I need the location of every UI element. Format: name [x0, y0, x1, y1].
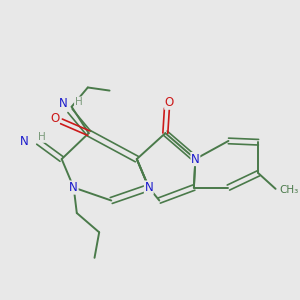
- Text: N: N: [58, 97, 67, 110]
- Text: N: N: [20, 136, 29, 148]
- Text: N: N: [191, 153, 200, 166]
- Text: H: H: [75, 97, 82, 107]
- Text: H: H: [38, 132, 45, 142]
- Text: CH₃: CH₃: [279, 185, 298, 195]
- Text: O: O: [50, 112, 59, 125]
- Text: N: N: [144, 181, 153, 194]
- Text: O: O: [165, 96, 174, 109]
- Text: N: N: [69, 181, 78, 194]
